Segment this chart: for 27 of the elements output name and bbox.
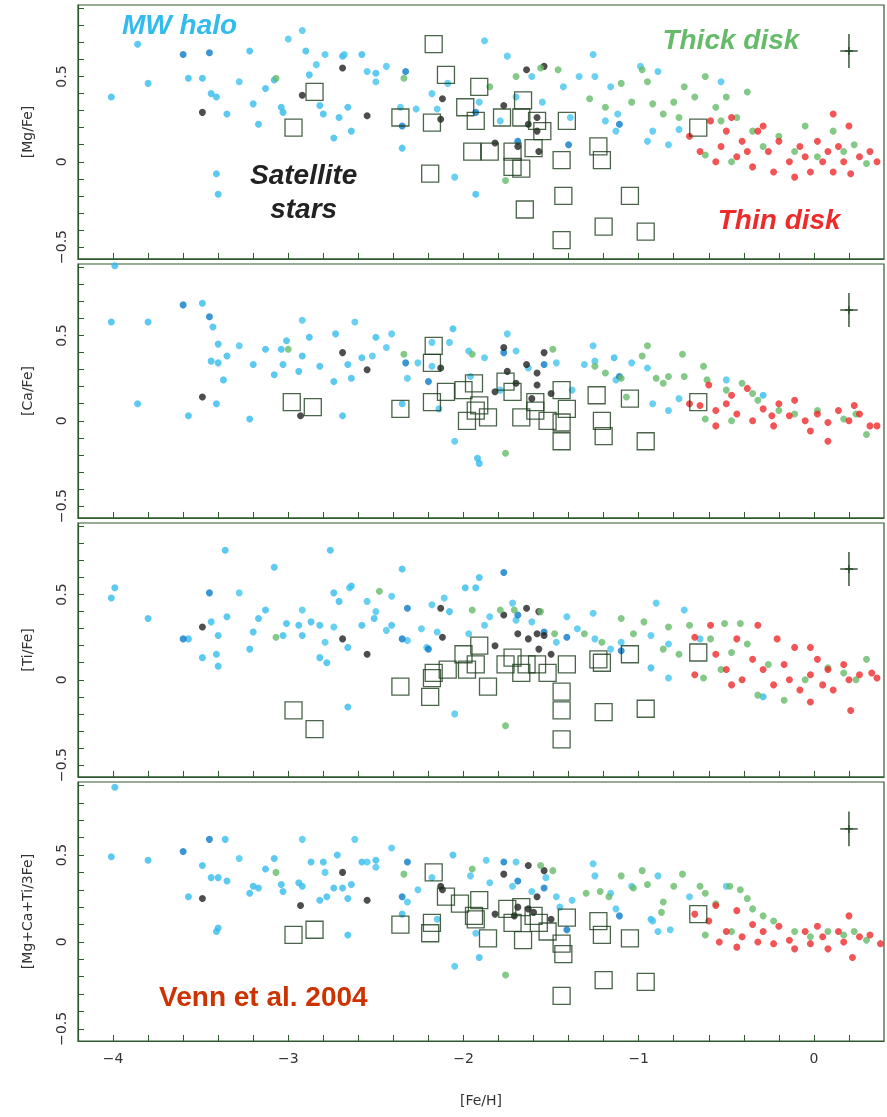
x-tick-label: −1 xyxy=(628,1050,650,1066)
series-label: Satellite stars xyxy=(249,158,358,224)
y-axis-title: [Mg+Ca+Ti/3Fe] xyxy=(19,853,35,970)
x-tick-label: −2 xyxy=(453,1050,474,1066)
y-tick-label: 0.5 xyxy=(53,65,69,88)
y-tick-label: 0.5 xyxy=(53,843,69,867)
y-tick-label: 0.5 xyxy=(53,583,69,606)
series-label: Thick disk xyxy=(662,24,801,56)
y-tick-label: 0 xyxy=(53,416,69,426)
y-tick-label: −0.5 xyxy=(53,1011,69,1046)
series-label: Thin disk xyxy=(717,204,843,236)
x-tick-label: 0 xyxy=(809,1050,819,1066)
series-label: MW halo xyxy=(122,8,238,40)
y-tick-label: −0.5 xyxy=(53,489,69,523)
y-tick-label: −0.5 xyxy=(53,748,69,782)
y-tick-label: 0 xyxy=(53,675,69,685)
y-axis-title: [Mg/Fe] xyxy=(19,105,35,159)
y-tick-label: 0 xyxy=(53,937,69,947)
y-axis-title: [Ca/Fe] xyxy=(19,366,35,416)
x-tick-label: −4 xyxy=(102,1050,124,1066)
x-axis-title: [Fe/H] xyxy=(459,1092,503,1108)
y-tick-label: 0.5 xyxy=(53,324,69,347)
x-tick-label: −3 xyxy=(277,1050,299,1066)
annotation: Venn et al. 2004 xyxy=(159,981,369,1013)
y-tick-label: 0 xyxy=(53,157,69,167)
y-tick-label: −0.5 xyxy=(53,230,69,264)
y-axis-title: [Ti/Fe] xyxy=(19,628,35,672)
